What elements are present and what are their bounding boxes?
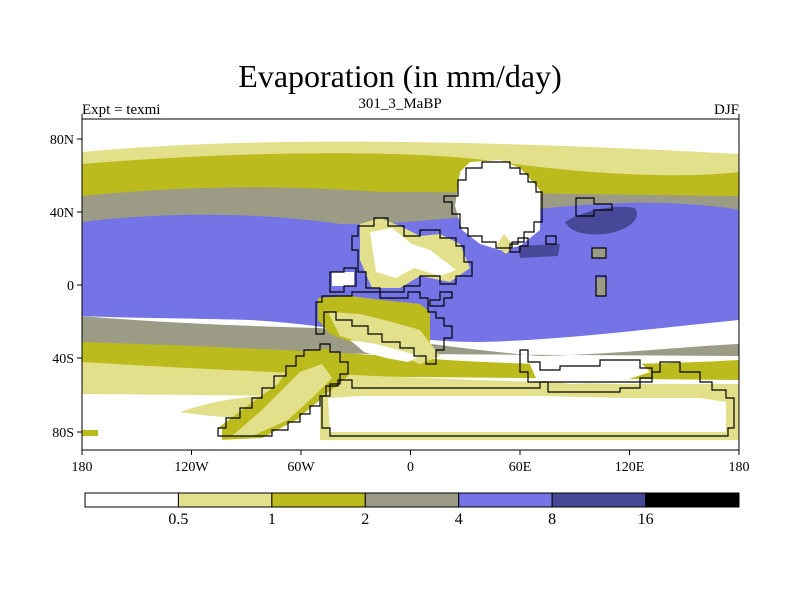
lon-tick-label: 0 xyxy=(407,460,414,475)
colorbar-box xyxy=(271,492,366,508)
lon-tick-label: 60W xyxy=(287,460,315,475)
time-label: 301_3_MaBP xyxy=(358,96,442,112)
lat-tick-label: 0 xyxy=(67,279,74,294)
lon-tick-label: 180 xyxy=(72,460,93,475)
evaporation-field xyxy=(82,119,739,450)
colorbar-box xyxy=(364,492,460,508)
lat-tick-label: 80N xyxy=(50,133,74,148)
colorbar-label: 2 xyxy=(361,511,369,528)
colorbar-box xyxy=(551,492,647,508)
lat-tick-label: 80S xyxy=(52,426,74,441)
experiment-label: Expt = texmi xyxy=(82,102,161,118)
colorbar-label: 4 xyxy=(455,511,463,528)
colorbar-box xyxy=(177,492,273,508)
colorbar-label: 8 xyxy=(548,511,556,528)
lat-tick-label: 40N xyxy=(50,206,74,221)
lon-tick-label: 120W xyxy=(174,460,209,475)
colorbar: 0.5 1 2 4 8 16 xyxy=(84,492,740,528)
colorbar-box xyxy=(645,492,740,508)
lon-tick-label: 60E xyxy=(509,460,532,475)
season-label: DJF xyxy=(713,102,739,118)
colorbar-box xyxy=(458,492,553,508)
lat-tick-label: 40S xyxy=(52,352,74,367)
colorbar-label: 16 xyxy=(638,511,654,528)
colorbar-label: 1 xyxy=(268,511,276,528)
plot-title: Evaporation (in mm/day) xyxy=(238,58,562,94)
colorbar-label: 0.5 xyxy=(168,511,188,528)
lon-tick-label: 180 xyxy=(729,460,750,475)
colorbar-box xyxy=(84,492,179,508)
lon-tick-marks xyxy=(81,114,740,455)
lat-tick-marks xyxy=(77,138,82,433)
lon-tick-label: 120E xyxy=(615,460,645,475)
